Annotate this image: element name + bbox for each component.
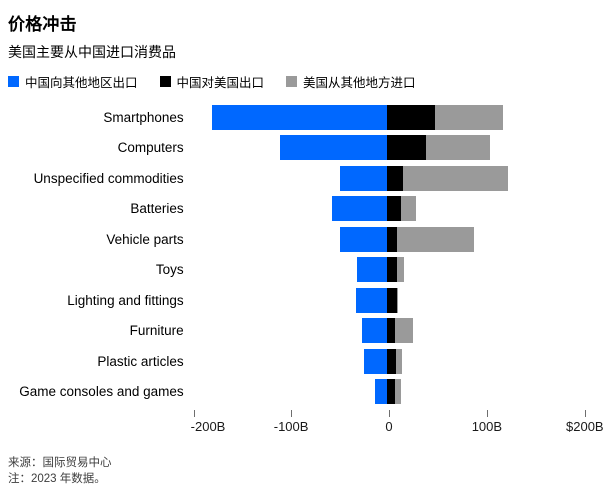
x-tick-label: -100B — [273, 419, 309, 434]
bar-chart: Smartphones Computers Unspecified commodit… — [8, 102, 607, 407]
x-tick-label: -200B — [190, 419, 226, 434]
bar-canvas — [192, 348, 607, 374]
data-note: 注：2023 年数据。 — [8, 473, 106, 486]
bar-row: Toys — [8, 255, 607, 286]
bar-canvas — [192, 287, 607, 313]
bar-segment-china-us-exports — [386, 379, 396, 405]
legend-swatch-1 — [8, 76, 19, 87]
category-label: Game consoles and games — [19, 384, 184, 400]
bar-segment-us-other-imports — [396, 348, 403, 374]
bar-segment-china-other-exports — [339, 165, 387, 191]
bar-segment-us-other-imports — [395, 379, 402, 405]
x-tick — [194, 410, 195, 417]
footer-notes: 来源：国际贸易中心 注：2023 年数据。 — [8, 455, 607, 487]
bar-row: Furniture — [8, 316, 607, 347]
bar-row: Vehicle parts — [8, 224, 607, 255]
category-label: Plastic articles — [97, 353, 184, 369]
category-label: Computers — [117, 140, 184, 156]
bar-segment-us-other-imports — [397, 226, 474, 252]
chart-subtitle: 美国主要从中国进口消费品 — [8, 44, 176, 60]
bar-canvas — [192, 379, 607, 405]
x-tick — [486, 410, 488, 417]
bar-canvas — [192, 165, 607, 191]
bar-segment-china-us-exports — [386, 165, 404, 191]
x-tick — [584, 410, 586, 417]
x-tick-label: 100B — [471, 419, 503, 434]
legend-label: 中国对美国出口 — [176, 76, 265, 90]
bar-segment-china-other-exports — [356, 287, 387, 313]
bar-segment-china-us-exports — [386, 196, 402, 222]
bar-segment-china-us-exports — [386, 348, 397, 374]
bar-segment-china-us-exports — [386, 257, 398, 283]
legend: 中国向其他地区出口 中国对美国出口 美国从其他地方进口 — [8, 72, 607, 91]
bar-canvas — [192, 257, 607, 283]
bar-row: Game consoles and games — [8, 377, 607, 408]
bar-segment-china-other-exports — [279, 135, 387, 161]
chart-title: 价格冲击 — [8, 15, 77, 34]
legend-swatch-2 — [159, 76, 171, 87]
bar-row: Lighting and fittings — [8, 285, 607, 316]
bar-segment-us-other-imports — [403, 165, 509, 191]
bar-segment-us-other-imports — [397, 257, 405, 283]
x-tick-label: 0 — [385, 419, 393, 434]
legend-swatch-3 — [286, 76, 298, 87]
bar-segment-us-other-imports — [434, 104, 504, 130]
bar-segment-china-other-exports — [339, 226, 387, 252]
bar-canvas — [192, 226, 607, 252]
category-label: Unspecified commodities — [33, 170, 184, 186]
category-label: Lighting and fittings — [67, 292, 184, 308]
bar-segment-us-other-imports — [397, 287, 399, 313]
category-label: Furniture — [129, 323, 184, 339]
bar-row: Batteries — [8, 194, 607, 225]
bar-segment-china-us-exports — [386, 287, 398, 313]
bar-segment-china-other-exports — [374, 379, 387, 405]
legend-label: 美国从其他地方进口 — [303, 76, 416, 90]
bar-segment-china-other-exports — [212, 104, 387, 130]
source-note: 来源：国际贸易中心 — [8, 457, 112, 469]
legend-item: 中国对美国出口 — [159, 72, 265, 91]
legend-label: 中国向其他地区出口 — [25, 76, 138, 90]
bar-segment-us-other-imports — [425, 135, 491, 161]
bar-canvas — [192, 104, 607, 130]
bar-segment-china-us-exports — [386, 104, 435, 130]
legend-item: 美国从其他地方进口 — [286, 72, 416, 91]
bar-row: Plastic articles — [8, 346, 607, 377]
bar-row: Unspecified commodities — [8, 163, 607, 194]
bar-segment-china-other-exports — [357, 257, 387, 283]
bar-segment-china-us-exports — [386, 318, 396, 344]
x-tick — [291, 410, 293, 417]
bar-segment-china-other-exports — [364, 348, 387, 374]
bar-segment-us-other-imports — [395, 318, 414, 344]
bar-canvas — [192, 135, 607, 161]
bar-segment-china-other-exports — [362, 318, 387, 344]
bar-segment-us-other-imports — [401, 196, 416, 222]
bar-canvas — [192, 318, 607, 344]
bar-segment-china-us-exports — [386, 135, 426, 161]
x-axis: -200B -100B 0 100B $200B — [190, 407, 607, 435]
x-tick-label: $200B — [566, 419, 604, 434]
bar-segment-china-other-exports — [331, 196, 387, 222]
bar-row: Smartphones — [8, 102, 607, 133]
category-label: Batteries — [130, 201, 184, 217]
bar-segment-china-us-exports — [386, 226, 398, 252]
bar-row: Computers — [8, 133, 607, 164]
category-label: Vehicle parts — [106, 231, 184, 247]
category-label: Smartphones — [103, 109, 184, 125]
category-label: Toys — [155, 262, 184, 278]
legend-item: 中国向其他地区出口 — [8, 72, 138, 91]
bar-canvas — [192, 196, 607, 222]
x-tick — [389, 410, 390, 417]
